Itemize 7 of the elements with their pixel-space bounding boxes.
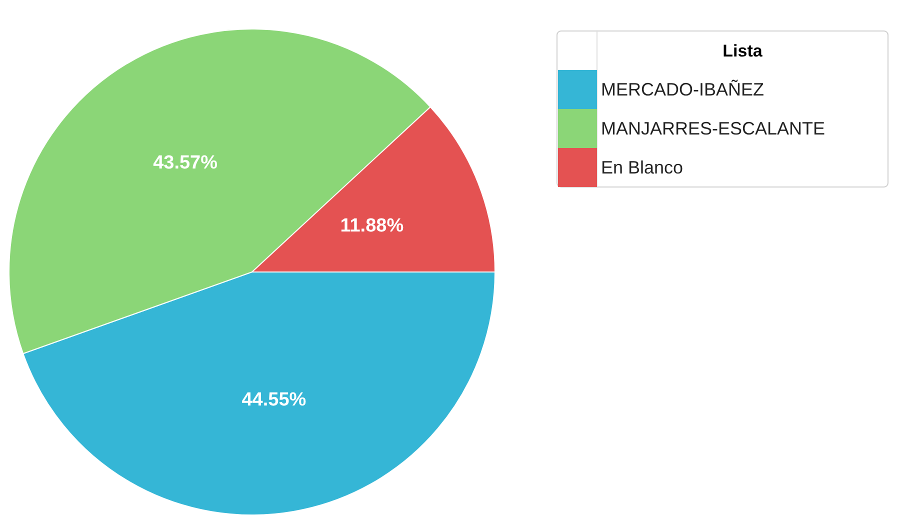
data-label: 44.55% xyxy=(242,390,306,411)
legend-label: En Blanco xyxy=(601,158,684,178)
legend-label: MANJARRES-ESCALANTE xyxy=(601,118,826,138)
legend-title: Lista xyxy=(722,42,763,60)
data-label: 43.57% xyxy=(153,152,218,174)
legend-label: MERCADO-IBAÑEZ xyxy=(601,80,764,100)
data-label: 11.88% xyxy=(340,216,404,237)
